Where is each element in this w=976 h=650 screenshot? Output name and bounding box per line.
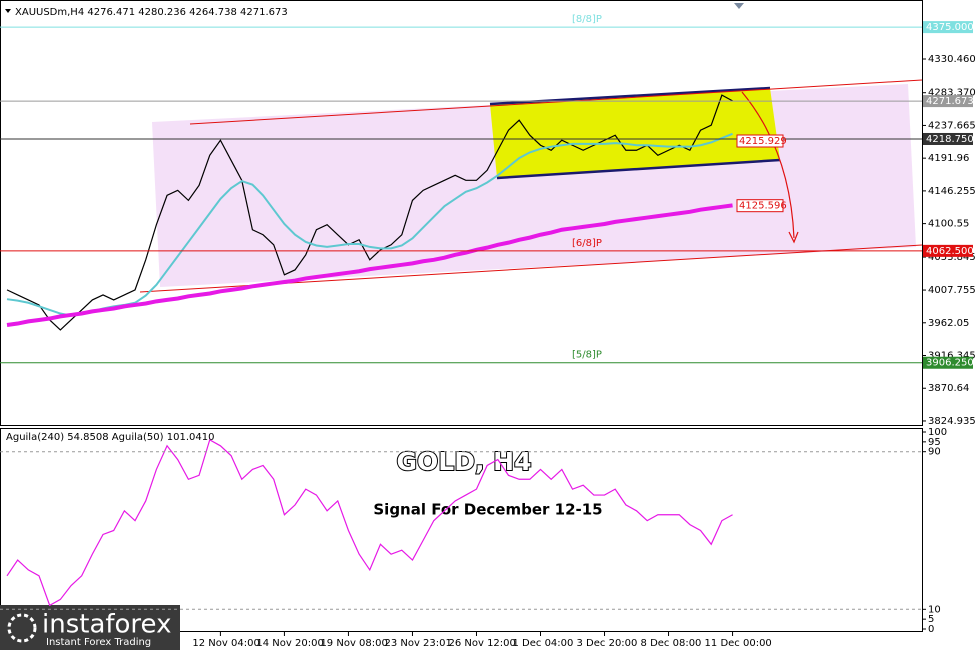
x-tick-label: 14 Nov 20:00 (256, 638, 323, 649)
level-label: 4375.000 (926, 22, 974, 33)
level-label-box (923, 244, 973, 257)
y-tick-label: 4237.665 (928, 120, 976, 131)
y-tick-label: 4283.370 (928, 88, 976, 99)
y-tick-label: 4330.460 (928, 54, 976, 65)
level-label-box (923, 95, 973, 108)
arrow-head (788, 231, 799, 244)
level-tag: [5/8]P (572, 350, 602, 361)
x-tick-label: 8 Dec 08:00 (641, 638, 702, 649)
y-tick-label: 4007.755 (928, 285, 976, 296)
level-label-box (923, 21, 973, 34)
x-tick-label: 19 Nov 08:00 (320, 638, 387, 649)
logo-name: instaforex (42, 610, 171, 640)
series-line (6, 203, 733, 327)
x-tick-label: 26 Nov 12:00 (448, 638, 515, 649)
y-tick-label: 3916.345 (928, 351, 976, 362)
y-tick-label: 90 (928, 447, 941, 458)
level-label: 4218.750 (926, 134, 974, 145)
shift-marker (734, 3, 744, 9)
trend-line (189, 79, 923, 125)
level-label: 4062.500 (926, 246, 974, 257)
logo-tagline: Instant Forex Trading (46, 637, 151, 648)
y-tick-label: 4146.255 (928, 186, 976, 197)
level-label-box (923, 132, 973, 145)
oscillator-panel (0, 428, 923, 632)
series-line (6, 94, 733, 331)
forecast-arrow (741, 91, 795, 239)
y-tick-label: 3824.935 (928, 416, 976, 427)
symbol-menu (5, 9, 11, 13)
x-tick-label: 12 Nov 04:00 (192, 638, 259, 649)
marker-box (736, 199, 784, 213)
y-tick-label: 100 (928, 427, 947, 438)
level-tag: [8/8]P (572, 14, 602, 25)
level-label: 4271.673 (926, 96, 974, 107)
level-label: 3906.250 (926, 358, 974, 369)
marker-label: 4125.596 (739, 201, 787, 212)
marker-box (736, 134, 784, 148)
y-tick-label: 4191.96 (928, 153, 969, 164)
level-tag: [6/8]P (572, 238, 602, 249)
overlay-subtitle: Signal For December 12-15 (373, 501, 602, 519)
marker-label: 4215.929 (739, 136, 787, 147)
range-box (490, 88, 780, 178)
chart-title: XAUUSDm,H4 4276.471 4280.236 4264.738 42… (15, 7, 288, 18)
y-tick-label: 95 (928, 437, 941, 448)
x-tick-label: 3 Dec 20:00 (577, 638, 638, 649)
y-tick-label: 5 (928, 614, 934, 625)
x-tick-label: 1 Dec 04:00 (513, 638, 574, 649)
price-panel (0, 0, 923, 426)
y-tick-label: 10 (928, 604, 941, 615)
y-tick-label: 4053.845 (928, 252, 976, 263)
x-tick-label: 23 Nov 23:01 (384, 638, 451, 649)
level-label-box (923, 356, 973, 369)
x-tick-label: 11 Dec 00:00 (705, 638, 772, 649)
oscillator-title: Aguila(240) 54.8508 Aguila(50) 101.0410 (6, 432, 214, 443)
y-tick-label: 3962.05 (928, 318, 969, 329)
y-tick-label: 3870.64 (928, 383, 969, 394)
logo-box (0, 605, 180, 650)
y-tick-label: 4100.55 (928, 219, 969, 230)
y-tick-label: 0 (928, 624, 934, 635)
logo-icon (7, 613, 37, 643)
series-line (6, 438, 733, 607)
channel-bottom (496, 158, 781, 180)
